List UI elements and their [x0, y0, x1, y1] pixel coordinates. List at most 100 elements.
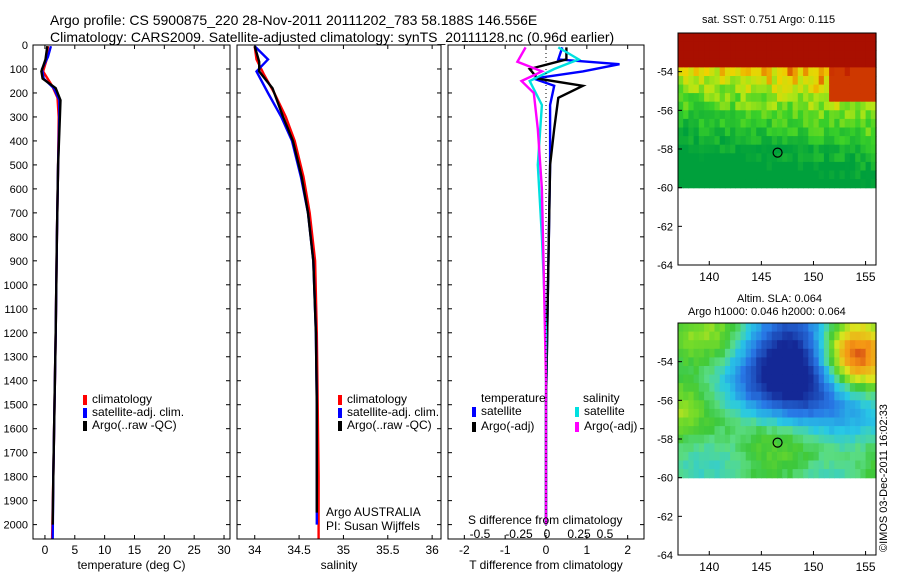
sst-cell — [683, 161, 689, 172]
sst-cell — [724, 179, 731, 189]
sst-cell — [808, 50, 815, 60]
sst-cell — [844, 153, 851, 163]
legend-swatch-diff-1 — [472, 422, 476, 432]
sst-cell — [693, 170, 700, 180]
sst-cell — [683, 50, 689, 60]
sst-cell — [688, 110, 695, 120]
y-tick-label-19: 1900 — [4, 496, 28, 508]
sst-cell — [724, 144, 731, 154]
sla-cell — [855, 323, 861, 333]
sla-cell — [740, 460, 747, 470]
sla-cell — [777, 460, 783, 470]
sla-cell — [797, 408, 804, 419]
sst-cell — [709, 93, 716, 103]
sla-cell — [761, 340, 768, 350]
sla-cell — [688, 451, 695, 462]
sla-cell — [792, 451, 799, 462]
sla-cell — [719, 469, 726, 479]
sla-cell — [724, 469, 731, 479]
sst-cell — [740, 170, 747, 180]
sst-cell — [829, 84, 835, 94]
sla-cell — [829, 443, 835, 453]
sla-cell — [839, 434, 846, 444]
sst-cell — [808, 144, 815, 154]
sla-cell — [740, 391, 747, 401]
sst-cell — [818, 179, 825, 189]
sst-cell — [745, 76, 752, 86]
sst-cell — [818, 136, 825, 146]
sla-cell — [839, 366, 846, 376]
sla-cell — [839, 426, 846, 436]
sst-cell — [693, 127, 700, 137]
x-tick-label-g-temp-5: 25 — [188, 543, 202, 557]
sla-cell — [855, 366, 861, 376]
sla-cell — [771, 331, 778, 341]
sst-cell — [756, 179, 762, 189]
y-tick-label-1: 100 — [10, 64, 28, 76]
sla-cell — [714, 469, 721, 479]
sla-cell — [855, 408, 861, 419]
sla-cell — [693, 469, 700, 479]
sla-cell — [714, 417, 721, 427]
sla-cell — [724, 451, 731, 462]
sst-cell — [761, 170, 768, 180]
sla-cell — [792, 357, 799, 367]
sla-cell — [844, 331, 851, 341]
y-tick-label-12: 1200 — [4, 328, 28, 340]
sla-cell — [693, 366, 700, 376]
sst-cell — [777, 153, 783, 163]
sst-cell — [714, 76, 721, 86]
legend-label-diff-2: satellite — [584, 404, 625, 418]
sst-cell — [683, 67, 689, 77]
sst-cell — [777, 136, 783, 146]
sst-cell — [704, 67, 710, 77]
sla-cell — [813, 469, 820, 479]
sst-cell — [756, 93, 762, 103]
sla-cell — [745, 408, 752, 419]
sst-cell — [855, 127, 861, 137]
sla-cell — [766, 408, 773, 419]
sla-cell — [782, 331, 788, 341]
sla-cell — [750, 383, 757, 393]
x-axis-label-g-sal: salinity — [321, 558, 358, 572]
sst-cell — [787, 153, 794, 163]
sst-cell — [766, 84, 773, 94]
sst-cell — [834, 170, 841, 180]
sst-cell — [849, 50, 856, 60]
sla-cell — [761, 357, 768, 367]
sst-cell — [808, 84, 815, 94]
sla-cell — [839, 357, 846, 367]
y-tick-label-16: 1600 — [4, 424, 28, 436]
sst-cell — [693, 179, 700, 189]
sst-cell — [766, 127, 773, 137]
sla-cell — [693, 451, 700, 462]
sla-cell — [818, 331, 825, 341]
y-tick-label-15: 1500 — [4, 400, 28, 412]
sla-cell — [750, 443, 757, 453]
sst-cell — [839, 76, 846, 86]
sst-cell — [678, 93, 684, 103]
sst-cell — [740, 50, 747, 60]
sla-cell — [823, 357, 830, 367]
sst-cell — [849, 179, 856, 189]
sla-cell — [797, 323, 804, 333]
sla-cell — [714, 340, 721, 350]
sla-cell — [797, 417, 804, 427]
sla-cell — [735, 348, 742, 358]
sst-cell — [844, 33, 851, 43]
sla-cell — [704, 417, 710, 427]
sla-cell — [750, 374, 757, 384]
sst-cell — [849, 58, 856, 68]
sla-cell — [709, 460, 716, 470]
sla-cell — [693, 340, 700, 350]
sla-cell — [766, 331, 773, 341]
sst-cell — [797, 33, 804, 43]
sst-cell — [829, 33, 835, 43]
sst-cell — [844, 76, 851, 86]
sst-cell — [839, 93, 846, 103]
sla-cell — [829, 460, 835, 470]
x-tick-label-top-diff-4: 0.5 — [597, 527, 614, 541]
sla-cell — [719, 357, 726, 367]
sla-cell — [829, 434, 835, 444]
sst-cell — [766, 50, 773, 60]
